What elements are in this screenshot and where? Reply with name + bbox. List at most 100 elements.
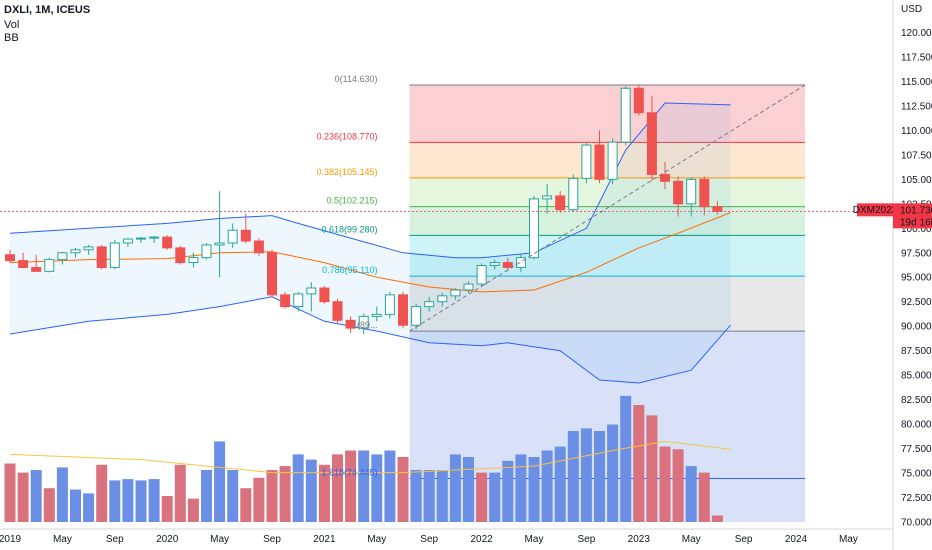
candle-body — [109, 242, 120, 268]
price-tick: 100.000 — [901, 224, 932, 235]
candle-body — [306, 287, 317, 295]
volume-bar — [305, 459, 317, 522]
candle-body — [280, 294, 291, 308]
volume-bar — [358, 450, 370, 522]
volume-bar — [56, 467, 68, 522]
candle-body — [476, 264, 487, 285]
price-tag-symbol: DXM2023 — [853, 205, 898, 216]
fib-trend-line — [409, 84, 806, 332]
time-tick: May — [210, 534, 229, 545]
volume-bar — [279, 466, 291, 522]
time-tick: May — [53, 534, 72, 545]
volume-bars — [4, 395, 731, 522]
candle-body — [424, 301, 435, 308]
candle-body — [529, 198, 539, 259]
price-tick: 120.000 — [901, 28, 932, 39]
candle-body — [136, 237, 146, 240]
price-axis-currency: USD — [901, 4, 922, 15]
volume-bar — [109, 480, 121, 522]
price-tag-countdown: 19d 16h — [900, 217, 932, 228]
bollinger-indicator-label[interactable]: BB — [4, 32, 19, 44]
candle-body — [358, 315, 369, 329]
fib-zone-0.236 — [409, 142, 805, 178]
time-axis: 2019 May Sep 2020 May Sep 2021 May Sep 2022 May Sep… — [0, 528, 893, 545]
volume-bar — [227, 470, 239, 522]
candle-body — [450, 289, 461, 297]
volume-bar — [528, 457, 540, 522]
volume-bar — [607, 424, 619, 522]
volume-bar — [201, 470, 212, 522]
candle-body — [502, 262, 513, 268]
time-tick: Sep — [578, 534, 596, 545]
price-tick: 112.500 — [901, 101, 932, 112]
price-tick: 80.000 — [901, 420, 932, 431]
volume-bar — [476, 472, 488, 522]
candle-body — [607, 141, 618, 180]
candle-body — [267, 252, 277, 296]
price-tick: 105.000 — [901, 175, 932, 186]
time-tick: 2024 — [785, 534, 808, 545]
candle-body — [319, 287, 330, 303]
fib-label-0.618: 0.618(99.280) — [322, 224, 378, 234]
candle-body — [214, 242, 225, 246]
price-tick: 82.500 — [901, 395, 932, 406]
volume-bar — [43, 488, 55, 522]
fib-label-0.236: 0.236(108.770) — [316, 131, 377, 141]
volume-bar — [30, 470, 42, 522]
volume-bar — [554, 446, 566, 522]
fib-zone-0.382 — [409, 177, 805, 207]
price-tag-symbol-box — [857, 203, 893, 217]
candle-body — [44, 259, 55, 272]
volume-indicator-label[interactable]: Vol — [4, 19, 20, 31]
volume-bar — [70, 489, 81, 522]
volume-bar — [711, 515, 723, 522]
fib-label-0.5: 0.5(102.215) — [327, 196, 378, 206]
candle-body — [96, 246, 107, 268]
time-tick: 2023 — [628, 534, 651, 545]
candle-body — [188, 257, 199, 264]
volume-bar — [567, 431, 579, 522]
volume-bar — [594, 431, 605, 522]
volume-bar — [292, 454, 304, 522]
volume-bar — [83, 493, 95, 522]
candles — [5, 84, 723, 335]
price-tag-box — [893, 203, 932, 229]
volume-bar — [266, 470, 278, 522]
candle-body — [515, 257, 526, 268]
volume-bar — [410, 470, 422, 522]
candle-body — [437, 295, 448, 303]
fib-label-0: 0(114.630) — [335, 74, 378, 84]
candle-body — [712, 206, 723, 212]
time-tick: May — [839, 534, 858, 545]
candle-body — [70, 249, 81, 254]
price-tick: 92.500 — [901, 297, 932, 308]
price-tick: 70.000 — [901, 518, 932, 529]
time-tick: May — [367, 534, 386, 545]
candle-body — [293, 293, 304, 308]
candle-body — [489, 262, 500, 266]
trend-line — [409, 84, 806, 332]
volume-bar — [515, 454, 527, 522]
price-tick: 95.000 — [901, 273, 932, 284]
candle-body — [162, 236, 173, 249]
volume-bar — [672, 449, 684, 522]
volume-bar — [620, 395, 632, 522]
volume-bar — [161, 496, 173, 522]
candle-body — [542, 195, 553, 200]
candle-body — [201, 244, 212, 259]
candle-body — [620, 87, 631, 143]
candle-body — [175, 247, 186, 264]
volume-bar — [253, 477, 265, 522]
candle-body — [31, 266, 42, 272]
candle-body — [384, 294, 395, 315]
price-tick: 72.500 — [901, 493, 932, 504]
time-tick: Sep — [106, 534, 124, 545]
time-tick: May — [525, 534, 544, 545]
fibonacci-labels: 0(114.630) 0.236(108.770) 0.382(105.145) 0.… — [316, 74, 377, 477]
volume-bar — [423, 470, 435, 522]
fib-label-0.786: 0.786(95.110) — [322, 265, 377, 275]
time-tick: 2020 — [156, 534, 179, 545]
